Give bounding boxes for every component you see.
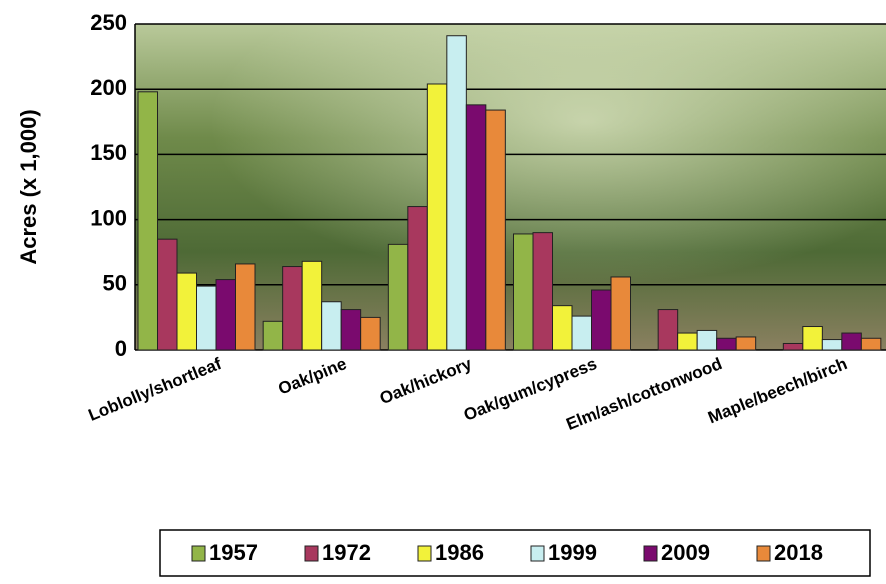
bar <box>446 35 467 351</box>
x-tick-label: Maple/beech/birch <box>705 354 850 427</box>
y-tick-label: 100 <box>90 205 127 230</box>
bar <box>407 206 428 351</box>
bar <box>137 91 158 351</box>
bar <box>532 232 553 351</box>
legend-label: 1957 <box>209 540 258 565</box>
bar <box>282 266 303 351</box>
legend-swatch <box>417 545 432 562</box>
bar <box>426 83 448 351</box>
legend-label: 1972 <box>322 540 371 565</box>
bar <box>677 332 698 351</box>
legend-label: 2018 <box>774 540 823 565</box>
bar-layer <box>137 35 882 351</box>
x-tick-label: Oak/hickory <box>377 354 475 408</box>
bar <box>860 337 882 351</box>
bar <box>821 339 843 351</box>
bar <box>802 326 823 351</box>
grid-layer <box>134 23 886 351</box>
y-tick-label: 150 <box>90 140 127 165</box>
y-axis-label: Acres (x 1,000) <box>16 109 41 264</box>
y-tick-label: 200 <box>90 75 127 100</box>
legend-swatch <box>191 545 206 562</box>
bar <box>215 279 236 351</box>
bar <box>235 263 256 351</box>
bar <box>176 272 197 351</box>
y-tick-label: 0 <box>115 336 127 361</box>
bar <box>387 243 409 351</box>
bar <box>196 285 217 351</box>
bar <box>340 309 362 351</box>
bar <box>465 104 487 351</box>
legend-label: 2009 <box>661 540 710 565</box>
legend-swatch <box>643 545 658 562</box>
bar <box>513 233 534 351</box>
bar <box>360 316 381 351</box>
y-tick-label: 250 <box>90 10 127 35</box>
x-tick-label: Oak/pine <box>276 354 350 399</box>
bar <box>610 276 631 351</box>
bar <box>552 305 573 351</box>
y-tick-label: 50 <box>103 271 127 296</box>
legend-label: 1986 <box>435 540 484 565</box>
bar <box>301 260 323 351</box>
legend-swatch <box>530 545 545 562</box>
bar <box>696 329 718 351</box>
legend-box <box>159 529 871 577</box>
legend-swatch <box>304 545 319 562</box>
bar <box>782 342 804 351</box>
bar <box>485 109 506 351</box>
bar <box>157 238 178 351</box>
x-tick-label: Loblolly/shortleaf <box>86 354 225 425</box>
plot-light <box>135 24 886 350</box>
bar <box>657 309 679 351</box>
legend-label: 1999 <box>548 540 597 565</box>
bar <box>735 336 757 351</box>
bar <box>716 337 737 351</box>
bar <box>591 289 612 351</box>
bar <box>321 301 342 351</box>
bar <box>571 315 592 351</box>
bar <box>262 320 284 351</box>
legend-swatch <box>756 545 771 562</box>
bar <box>841 332 862 351</box>
